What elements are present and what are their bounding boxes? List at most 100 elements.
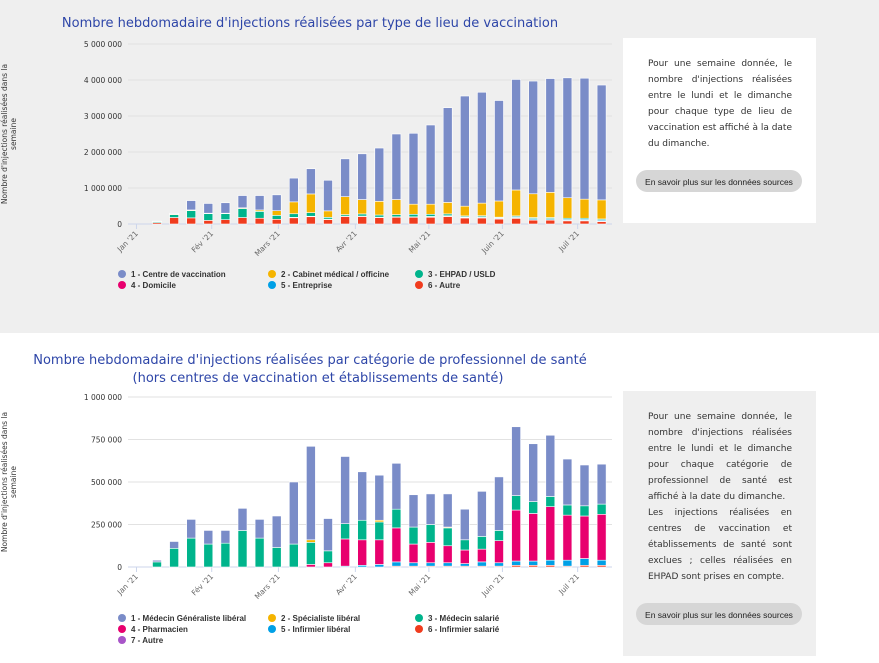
bar-segment — [220, 542, 231, 568]
bar-segment — [254, 519, 265, 539]
bar-segment — [425, 213, 436, 217]
bar-segment — [545, 559, 556, 566]
legend-item[interactable]: 6 - Autre — [415, 281, 460, 290]
bar-segment — [374, 521, 385, 541]
bar-segment — [425, 493, 436, 525]
bar-segment — [408, 132, 419, 205]
y-axis-label-line: semaine — [9, 118, 18, 150]
bar-segment — [459, 205, 470, 217]
legend-item[interactable]: 5 - Entreprise — [268, 281, 332, 290]
bar-segment — [425, 124, 436, 205]
legend-item[interactable]: 3 - EHPAD / USLD — [415, 270, 495, 279]
legend-label: 5 - Infirmier libéral — [281, 625, 351, 634]
bar-segment — [186, 537, 196, 568]
legend-label: 1 - Médecin Généraliste libéral — [131, 614, 247, 623]
bar-segment — [528, 443, 539, 502]
x-tick-label: Mai '21 — [407, 572, 433, 598]
legend-item[interactable]: 3 - Médecin salarié — [415, 614, 499, 623]
bar-segment — [306, 445, 316, 541]
legend-item[interactable]: 2 - Spécialiste libéral — [268, 614, 360, 623]
legend-item[interactable]: 1 - Centre de vaccination — [118, 270, 226, 279]
y-tick-label: 3 000 000 — [84, 112, 122, 121]
bar-segment — [374, 214, 385, 218]
legend-label: 6 - Autre — [428, 281, 461, 290]
legend-item[interactable]: 1 - Médecin Généraliste libéral — [118, 614, 246, 623]
bar-segment — [425, 524, 436, 543]
legend-item[interactable]: 4 - Pharmacien — [118, 625, 188, 634]
legend-item[interactable]: 2 - Cabinet médical / officine — [268, 270, 389, 279]
bar-segment — [442, 527, 453, 547]
bar-segment — [391, 133, 402, 200]
bar-segment — [169, 548, 179, 568]
y-axis-label: Nombre d'injections réalisées dans lasem… — [0, 64, 18, 204]
bar-segment — [186, 217, 196, 225]
legend-dot-icon — [415, 625, 423, 633]
bar-segment — [596, 463, 607, 505]
y-axis-label: Nombre d'injections réalisées dans lasem… — [0, 412, 18, 552]
bar-segment — [152, 220, 162, 222]
chart-title: Nombre hebdomadaire d'injections réalisé… — [61, 16, 559, 31]
bar-segment — [306, 542, 316, 565]
legend-dot-icon — [118, 270, 126, 278]
legend-dot-icon — [268, 614, 276, 622]
bar-segment — [511, 217, 521, 225]
bar-segment — [306, 564, 316, 568]
legend-dot-icon — [268, 270, 276, 278]
bar-segment — [288, 213, 299, 218]
bar-segment — [477, 202, 487, 217]
data-sources-button[interactable]: En savoir plus sur les données sources — [636, 170, 802, 192]
y-tick-label: 250 000 — [91, 521, 122, 530]
info-text: Pour une semaine donnée, le nombre d'inj… — [648, 412, 792, 502]
legend-dot-icon — [415, 281, 423, 289]
chart-professionnel-sante: 0 250 000 500 000 750 000 1 000 000 Jan '21 Fé… — [0, 393, 612, 601]
bar-segment — [596, 199, 607, 220]
y-axis-label-line: Nombre d'injections réalisées dans la — [0, 412, 9, 552]
info-text-2: Les injections réalisées en centres de v… — [648, 508, 792, 582]
bar-segment — [579, 220, 590, 225]
bar-segment — [323, 562, 333, 568]
bar-segment — [494, 476, 504, 531]
legend-dot-icon — [118, 614, 126, 622]
x-tick-label: Avr '21 — [334, 572, 359, 597]
bar-segment — [357, 199, 368, 215]
bar-segment — [511, 189, 521, 217]
y-tick-label: 500 000 — [91, 478, 122, 487]
bar-segment — [477, 536, 487, 550]
bar-segment — [511, 79, 521, 191]
section-lieu-vaccination: Nombre hebdomadaire d'injections réalisé… — [0, 0, 879, 333]
bar-segment — [425, 216, 436, 225]
bar-segment — [494, 218, 504, 225]
legend-label: 4 - Pharmacien — [131, 625, 188, 634]
y-tick-label: 2 000 000 — [84, 148, 122, 157]
bar-segment — [528, 80, 539, 195]
bar-segment — [408, 562, 419, 567]
bar-segment — [271, 194, 282, 211]
legend-item[interactable]: 7 - Autre — [118, 636, 163, 645]
bar-segment — [288, 177, 299, 203]
bar-segment — [408, 203, 419, 215]
legend-label: 7 - Autre — [131, 636, 164, 645]
bar-segment — [152, 559, 162, 563]
x-tick-label: Fév '21 — [190, 229, 216, 255]
legend-item[interactable]: 4 - Domicile — [118, 281, 176, 290]
bar-segment — [562, 559, 573, 567]
x-tick-label: Mars '21 — [253, 572, 282, 601]
bar-segment — [511, 509, 521, 562]
bar-segment — [442, 107, 453, 203]
x-tick-label: Avr '21 — [334, 229, 359, 254]
bar-segment — [203, 543, 214, 568]
legend-dot-icon — [118, 636, 126, 644]
data-sources-button[interactable]: En savoir plus sur les données sources — [636, 603, 802, 625]
y-tick-label: 0 — [117, 563, 122, 572]
bar-segment — [220, 213, 231, 220]
chart-subtitle: (hors centres de vaccination et établiss… — [132, 371, 504, 386]
legend-item[interactable]: 5 - Infirmier libéral — [268, 625, 350, 634]
legend-item[interactable]: 6 - Infirmier salarié — [415, 625, 499, 634]
bar-segment — [186, 519, 196, 539]
bar-segment — [288, 543, 299, 568]
x-tick-label: Mai '21 — [407, 229, 433, 255]
bar-segment — [545, 192, 556, 218]
bar-segment — [545, 506, 556, 561]
bar-segment — [237, 508, 248, 531]
bar-segment — [425, 203, 436, 215]
